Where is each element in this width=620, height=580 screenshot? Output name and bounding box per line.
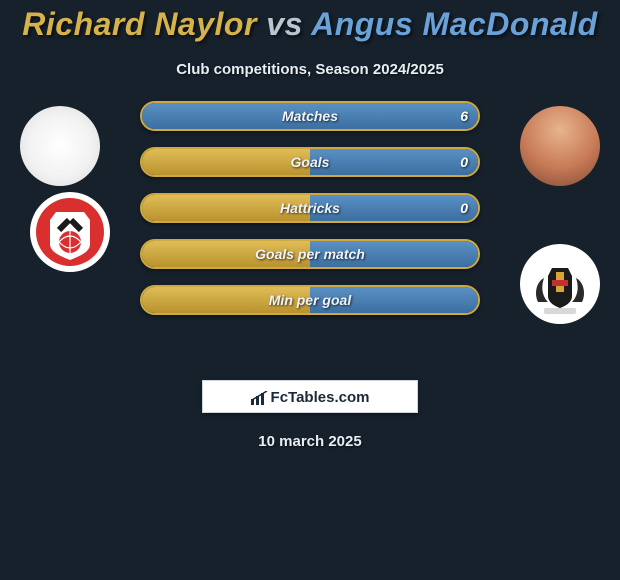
bar-label: Goals per match xyxy=(142,241,478,267)
bars-icon xyxy=(251,391,269,405)
bar-value-right: 6 xyxy=(460,103,468,129)
vs-text: vs xyxy=(266,6,303,42)
stat-bar: Goals per match xyxy=(140,239,480,269)
branding-text: FcTables.com xyxy=(271,389,370,406)
bar-label: Goals xyxy=(142,149,478,175)
date-text: 10 march 2025 xyxy=(0,433,620,450)
branding-box: FcTables.com xyxy=(202,380,418,413)
avatar-photo-icon xyxy=(520,106,600,186)
bar-label: Matches xyxy=(142,103,478,129)
stat-bar: Hattricks0 xyxy=(140,193,480,223)
avatar-placeholder-icon xyxy=(20,106,100,186)
stat-bar: Goals0 xyxy=(140,147,480,177)
comparison-stage: Matches6Goals0Hattricks0Goals per matchM… xyxy=(0,106,620,366)
player1-avatar xyxy=(20,106,100,186)
bar-value-right: 0 xyxy=(460,195,468,221)
subtitle: Club competitions, Season 2024/2025 xyxy=(0,61,620,78)
player1-club-crest xyxy=(28,190,112,274)
player2-avatar xyxy=(520,106,600,186)
bar-label: Hattricks xyxy=(142,195,478,221)
bar-label: Min per goal xyxy=(142,287,478,313)
player1-name: Richard Naylor xyxy=(22,6,257,42)
bar-value-right: 0 xyxy=(460,149,468,175)
player2-club-crest xyxy=(518,242,602,326)
player2-name: Angus MacDonald xyxy=(311,6,598,42)
comparison-title: Richard Naylor vs Angus MacDonald xyxy=(0,0,620,43)
stat-bars: Matches6Goals0Hattricks0Goals per matchM… xyxy=(140,101,480,331)
stat-bar: Min per goal xyxy=(140,285,480,315)
stat-bar: Matches6 xyxy=(140,101,480,131)
